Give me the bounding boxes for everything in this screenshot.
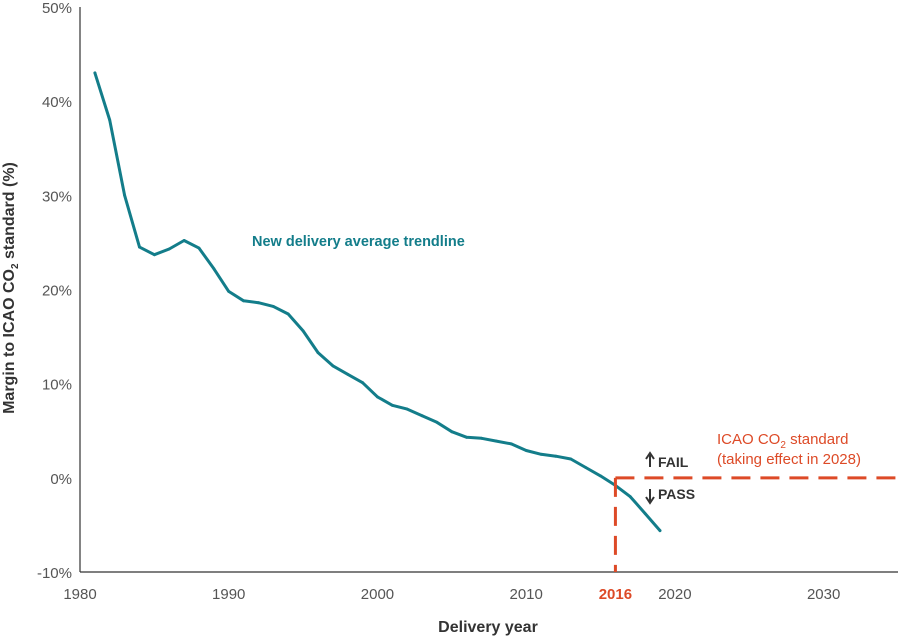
x-tick-label: 1990	[212, 586, 245, 603]
data-point	[138, 245, 141, 249]
y-axis-title-tail: standard (%)	[1, 162, 18, 263]
data-point	[301, 329, 305, 333]
data-point	[450, 430, 454, 434]
data-point	[167, 247, 171, 251]
data-point	[495, 439, 498, 443]
data-point	[628, 495, 632, 499]
data-point	[108, 118, 112, 122]
y-tick-label: 40%	[42, 94, 72, 111]
data-point	[420, 414, 424, 418]
x-tick-label: 2000	[361, 586, 394, 603]
y-axis-title-main: Margin to ICAO CO	[1, 269, 18, 414]
data-point	[197, 246, 201, 250]
pass-label: PASS	[658, 486, 695, 502]
y-tick-label: 10%	[42, 377, 72, 394]
data-point	[346, 372, 350, 376]
data-point	[331, 364, 335, 368]
data-point	[242, 299, 246, 303]
data-point	[286, 312, 290, 316]
data-point	[227, 290, 231, 293]
y-tick-label: 0%	[50, 471, 72, 488]
standard-group	[613, 476, 898, 572]
x-tick-label: 2030	[807, 586, 840, 603]
data-point	[212, 267, 216, 271]
arrow-down-icon	[645, 489, 655, 505]
series-line	[93, 71, 662, 533]
y-tick-label: -10%	[37, 565, 72, 582]
fail-annotation: FAIL	[645, 451, 689, 470]
data-point	[182, 239, 186, 242]
y-tick-label: 30%	[42, 188, 72, 205]
data-point	[390, 403, 394, 407]
y-axis-title: Margin to ICAO CO2 standard (%)	[1, 162, 21, 414]
y-axis-title-subscript: 2	[10, 263, 21, 269]
y-tick-label: 20%	[42, 283, 72, 300]
data-point	[480, 436, 483, 440]
x-axis-title: Delivery year	[438, 619, 538, 636]
data-point	[257, 301, 260, 305]
data-point	[123, 193, 126, 197]
data-point	[361, 381, 364, 385]
data-point	[271, 305, 275, 308]
series-group	[93, 71, 662, 533]
data-point	[465, 435, 469, 439]
standard-label-line2: (taking effect in 2028)	[717, 451, 861, 468]
data-point	[509, 442, 513, 446]
data-point	[153, 253, 156, 257]
series-label: New delivery average trendline	[252, 234, 465, 250]
y-tick-labels: -10% 0% 10% 20% 30% 40% 50%	[37, 0, 72, 582]
data-point	[658, 529, 662, 532]
data-point	[599, 474, 602, 478]
standard-label-line1: ICAO CO2 standard	[717, 431, 848, 451]
standard-label-subscript: 2	[780, 440, 786, 451]
standard-label-main: ICAO CO	[717, 431, 780, 448]
arrow-up-icon	[645, 451, 655, 467]
marker-year-label: 2016	[599, 586, 632, 603]
fail-label: FAIL	[658, 454, 689, 470]
data-point	[93, 71, 97, 75]
data-point	[376, 395, 379, 399]
data-point	[316, 351, 320, 354]
x-tick-label: 1980	[63, 586, 96, 603]
x-tick-labels: 1980 1990 2000 2010 2020 2030	[63, 586, 840, 603]
standard-label-tail: standard	[786, 431, 849, 448]
data-point	[524, 449, 528, 452]
x-tick-label: 2020	[658, 586, 691, 603]
data-point	[435, 420, 439, 424]
data-point	[569, 457, 573, 461]
y-tick-label: 50%	[42, 0, 72, 17]
axes	[79, 7, 898, 573]
data-point	[405, 407, 409, 411]
data-point	[584, 466, 588, 469]
data-point	[643, 512, 647, 515]
x-tick-label: 2010	[509, 586, 542, 603]
pass-annotation: PASS	[645, 486, 695, 505]
data-point	[554, 454, 558, 458]
data-point	[539, 452, 543, 456]
